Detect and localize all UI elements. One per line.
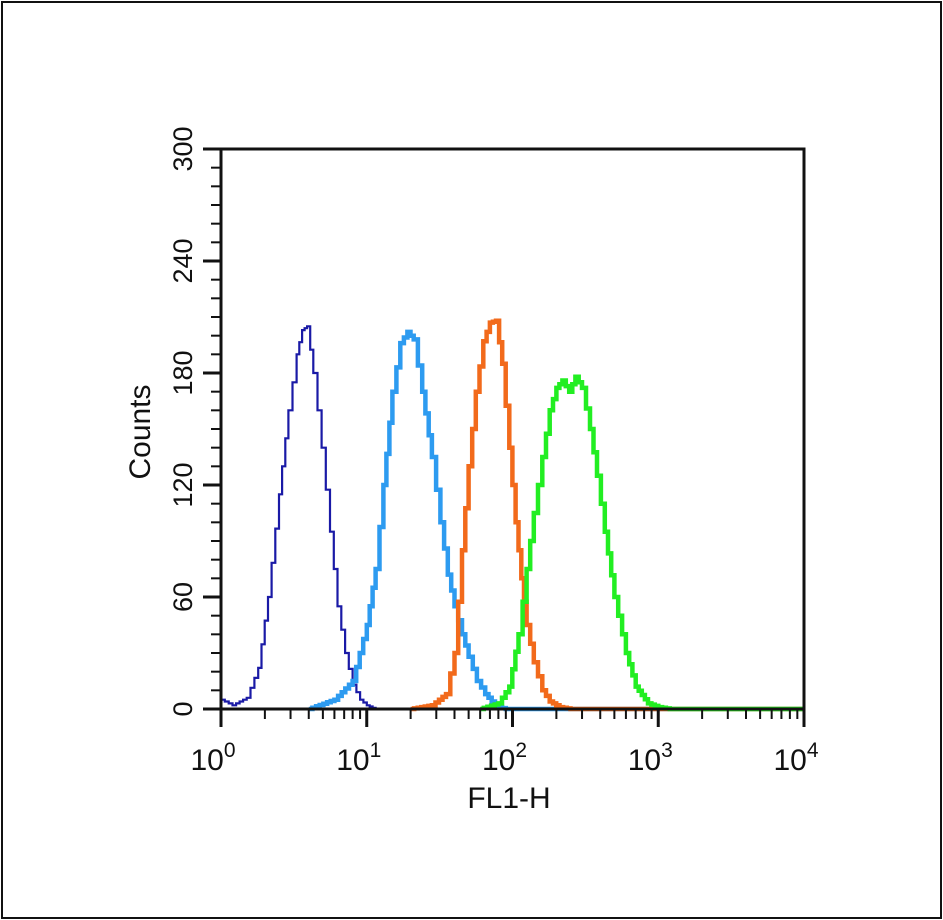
plot-area <box>219 147 806 712</box>
x-tick-label: 102 <box>482 739 527 777</box>
y-axis-label: Counts <box>124 384 157 479</box>
plot-background <box>221 149 804 709</box>
y-tick-label: 240 <box>168 238 198 283</box>
x-tick-label: 104 <box>773 739 818 777</box>
x-tick-label: 103 <box>628 739 673 777</box>
y-tick-label: 180 <box>168 350 198 395</box>
histogram-series-3 <box>410 318 804 712</box>
histogram-series-1 <box>221 325 804 711</box>
y-tick-label: 120 <box>168 462 198 507</box>
series-layer <box>221 318 804 712</box>
histogram-series-4 <box>480 374 804 712</box>
y-axis: 0 60 120 180 240 300 <box>168 126 221 717</box>
x-tick-label: 101 <box>336 739 381 777</box>
y-tick-label: 0 <box>168 701 198 716</box>
x-tick-label: 100 <box>190 739 235 777</box>
y-tick-label: 300 <box>168 126 198 171</box>
x-axis-label: FL1-H <box>467 782 550 815</box>
x-axis: 100 101 102 103 104 <box>190 709 819 777</box>
y-tick-label: 60 <box>168 582 198 612</box>
histogram-series-2 <box>308 329 804 712</box>
